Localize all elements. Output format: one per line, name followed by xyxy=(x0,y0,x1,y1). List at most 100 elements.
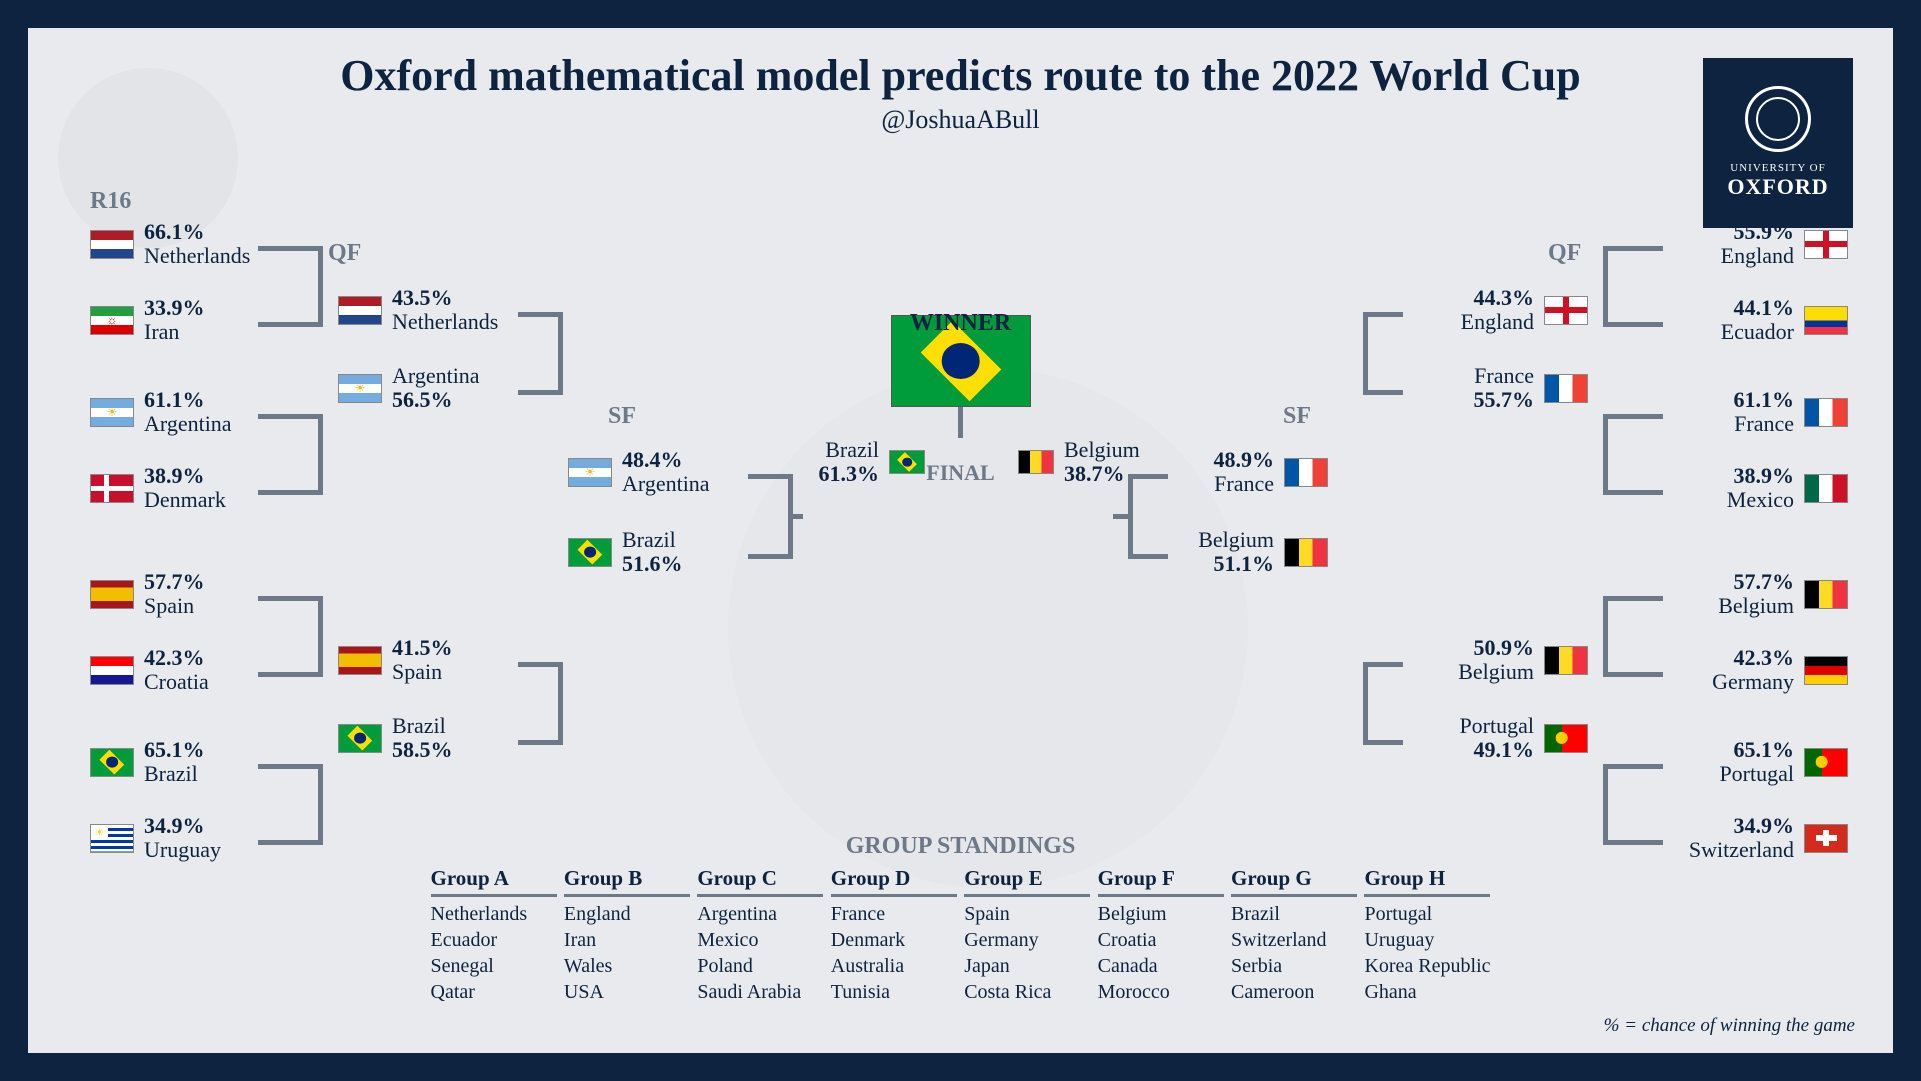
win-percentage: 34.9% xyxy=(144,814,221,838)
round-label: R16 xyxy=(90,188,131,215)
bracket-line xyxy=(748,554,788,559)
team-name: Iran xyxy=(144,320,205,344)
team-text: 48.9%France xyxy=(1214,448,1275,496)
win-percentage: 41.5% xyxy=(392,636,453,660)
team-text: France55.7% xyxy=(1474,364,1535,412)
bracket-line xyxy=(258,596,318,601)
team-text: 33.9%Iran xyxy=(144,296,205,344)
bracket-line xyxy=(1128,554,1168,559)
team-text: 44.3%England xyxy=(1461,286,1534,334)
team-slot: 44.3%England xyxy=(1461,286,1588,334)
flag-icon xyxy=(1018,450,1054,474)
win-percentage: 57.7% xyxy=(1718,570,1794,594)
win-percentage: 42.3% xyxy=(1712,646,1794,670)
bracket-line xyxy=(1363,312,1368,395)
group-header: Group C xyxy=(697,866,823,897)
standings-title: GROUP STANDINGS xyxy=(431,833,1491,860)
flag-icon xyxy=(338,374,382,403)
team-text: 57.7%Belgium xyxy=(1718,570,1794,618)
team-text: 66.1%Netherlands xyxy=(144,220,250,268)
flag-icon xyxy=(1804,748,1848,777)
group-header: Group H xyxy=(1364,866,1490,897)
flag-icon xyxy=(1804,306,1848,335)
team-slot: 43.5%Netherlands xyxy=(338,286,498,334)
bracket-line xyxy=(1113,514,1128,519)
bracket-line xyxy=(1363,740,1403,745)
team-name: Croatia xyxy=(144,670,209,694)
group-header: Group E xyxy=(964,866,1090,897)
bracket-line xyxy=(258,764,318,769)
team-slot: Portugal49.1% xyxy=(1459,714,1588,762)
win-percentage: 43.5% xyxy=(392,286,498,310)
winner-label: WINNER xyxy=(910,310,1011,337)
team-text: 61.1%Argentina xyxy=(144,388,232,436)
oxford-crest-icon xyxy=(1745,86,1811,152)
round-label: SF xyxy=(608,403,636,430)
group-header: Group D xyxy=(831,866,957,897)
flag-icon xyxy=(1804,474,1848,503)
win-percentage: 48.4% xyxy=(622,448,710,472)
team-slot: 42.3%Croatia xyxy=(90,646,209,694)
bracket-line xyxy=(318,596,323,677)
group-team: Denmark xyxy=(831,927,957,953)
team-text: 65.1%Portugal xyxy=(1719,738,1794,786)
group-header: Group A xyxy=(431,866,557,897)
flag-icon xyxy=(1804,398,1848,427)
team-slot: 61.1%France xyxy=(1734,388,1849,436)
bracket-line xyxy=(1603,764,1663,769)
round-label: QF xyxy=(328,240,361,267)
flag-icon xyxy=(1804,580,1848,609)
team-name: Portugal xyxy=(1459,714,1534,738)
group-column: Group GBrazilSwitzerlandSerbiaCameroon xyxy=(1231,866,1357,1005)
team-text: 41.5%Spain xyxy=(392,636,453,684)
logo-line1: UNIVERSITY OF xyxy=(1730,162,1825,174)
team-name: Germany xyxy=(1712,670,1794,694)
bracket-line xyxy=(1603,414,1608,495)
win-percentage: 65.1% xyxy=(1719,738,1794,762)
team-text: 38.9%Mexico xyxy=(1727,464,1794,512)
group-team: Belgium xyxy=(1098,901,1224,927)
round-label: SF xyxy=(1283,403,1311,430)
team-name: Brazil xyxy=(622,528,683,552)
bracket-line xyxy=(1603,322,1663,327)
author-handle: @JoshuaABull xyxy=(28,105,1893,135)
team-text: Portugal49.1% xyxy=(1459,714,1534,762)
flag-icon xyxy=(90,474,134,503)
team-text: Belgium51.1% xyxy=(1198,528,1274,576)
flag-icon xyxy=(90,398,134,427)
team-slot: 34.9%Uruguay xyxy=(90,814,221,862)
win-percentage: 51.1% xyxy=(1198,552,1274,576)
team-name: France xyxy=(1734,412,1795,436)
flag-icon xyxy=(1544,646,1588,675)
team-name: Belgium xyxy=(1064,438,1140,462)
team-name: Argentina xyxy=(622,472,710,496)
bracket-line xyxy=(258,490,318,495)
flag-icon xyxy=(90,306,134,335)
win-percentage: 34.9% xyxy=(1689,814,1794,838)
group-team: Morocco xyxy=(1098,979,1224,1005)
team-name: Brazil xyxy=(144,762,205,786)
groups-row: Group ANetherlandsEcuadorSenegalQatarGro… xyxy=(431,866,1491,1005)
team-slot: 61.1%Argentina xyxy=(90,388,232,436)
flag-icon xyxy=(338,646,382,675)
flag-icon xyxy=(1544,374,1588,403)
team-slot: 65.1%Brazil xyxy=(90,738,205,786)
group-column: Group BEnglandIranWalesUSA xyxy=(564,866,690,1005)
win-percentage: 57.7% xyxy=(144,570,205,594)
bracket-line xyxy=(1603,246,1608,327)
team-text: Brazil61.3% xyxy=(819,438,880,486)
group-team: Switzerland xyxy=(1231,927,1357,953)
team-name: Netherlands xyxy=(392,310,498,334)
team-name: Denmark xyxy=(144,488,226,512)
group-team: Japan xyxy=(964,953,1090,979)
bracket-line xyxy=(1128,474,1133,559)
team-slot: France55.7% xyxy=(1474,364,1589,412)
team-text: 43.5%Netherlands xyxy=(392,286,498,334)
bracket-line xyxy=(1363,662,1403,667)
team-text: 57.7%Spain xyxy=(144,570,205,618)
group-team: Cameroon xyxy=(1231,979,1357,1005)
team-slot: Brazil51.6% xyxy=(568,528,683,576)
bracket-line xyxy=(258,672,318,677)
team-slot: 41.5%Spain xyxy=(338,636,453,684)
oxford-logo: UNIVERSITY OF OXFORD xyxy=(1703,58,1853,228)
